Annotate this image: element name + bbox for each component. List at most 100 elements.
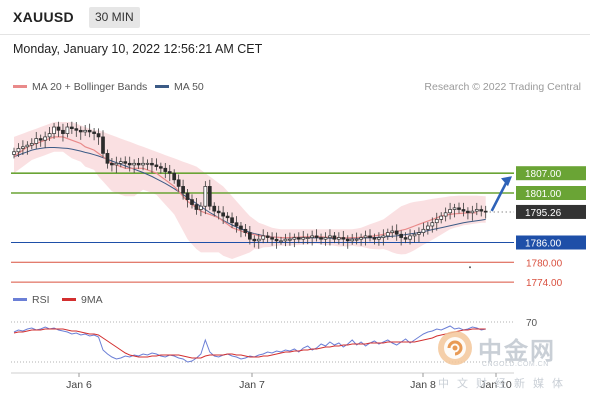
candle	[74, 122, 79, 137]
candle-body	[78, 129, 83, 133]
x-tick-label: Jan 10	[480, 379, 512, 391]
candle-body	[265, 235, 270, 238]
candle-body	[110, 162, 114, 166]
candle	[332, 231, 337, 244]
candle	[256, 233, 261, 249]
legend-ma50: MA 50	[155, 81, 204, 93]
candle	[399, 230, 403, 246]
level-label-1795.26: 1795.26	[525, 208, 562, 219]
candle-body	[354, 238, 359, 241]
candle-body	[270, 237, 274, 240]
chart-header: XAUUSD 30 MIN	[0, 0, 590, 36]
legend-ma50-label: MA 50	[174, 81, 204, 93]
candle-body	[243, 228, 248, 233]
x-tick-label: Jan 7	[239, 379, 265, 391]
candle-body	[127, 162, 132, 166]
candle-body	[150, 162, 154, 166]
candle	[350, 233, 355, 245]
candle-body	[256, 238, 261, 242]
candle-body	[434, 219, 439, 224]
candle	[181, 179, 185, 200]
level-tag-1786.00	[516, 235, 586, 250]
candle	[234, 216, 239, 233]
level-label-1780.00: 1780.00	[526, 258, 563, 269]
legend-ma20: MA 20 + Bollinger Bands	[13, 81, 147, 93]
candle-body	[426, 225, 430, 230]
candle	[439, 212, 444, 224]
candle-body	[21, 146, 25, 149]
candle	[101, 130, 105, 158]
candle	[56, 121, 61, 137]
candle	[194, 197, 199, 215]
legend-9ma: 9MA	[62, 294, 103, 306]
candle-body	[225, 215, 230, 219]
candle-body	[216, 210, 221, 214]
watermark-logo-icon	[438, 331, 472, 365]
candle-body	[172, 172, 177, 181]
candle	[110, 158, 114, 172]
candle	[412, 230, 417, 243]
candle	[159, 162, 163, 174]
candle-body	[123, 161, 128, 164]
candle-body	[234, 222, 239, 227]
timeframe-button[interactable]: 30 MIN	[89, 7, 140, 28]
research-credit: Research © 2022 Trading Central	[424, 81, 581, 93]
candle-body	[61, 129, 65, 134]
candle-body	[212, 205, 217, 212]
candle	[167, 164, 172, 182]
candle	[474, 202, 479, 216]
candle-body	[479, 209, 484, 212]
candle	[163, 162, 168, 179]
legend-rsi: RSI	[13, 294, 50, 306]
candle	[105, 149, 110, 169]
candle-body	[372, 237, 377, 240]
candle-body	[12, 151, 16, 155]
chart-datetime: Monday, January 10, 2022 12:56:21 AM CET	[13, 42, 263, 56]
candle	[408, 229, 412, 245]
level-label-1801.00: 1801.00	[525, 189, 562, 200]
candle	[301, 230, 306, 245]
candle	[47, 127, 52, 141]
x-tick-label: Jan 6	[66, 379, 92, 391]
candle	[328, 229, 332, 246]
candle	[483, 205, 488, 219]
candle-body	[203, 186, 208, 207]
candle	[154, 158, 159, 171]
candle	[288, 232, 292, 246]
legend-9ma-swatch	[62, 297, 76, 301]
candle-body	[368, 235, 372, 238]
candle-body	[381, 235, 386, 238]
candle	[96, 128, 101, 145]
candle	[43, 131, 48, 149]
candle	[123, 156, 128, 169]
candle	[225, 212, 230, 222]
candle-body	[248, 232, 252, 240]
candle	[314, 229, 319, 242]
level-label-1774.00: 1774.00	[526, 278, 563, 289]
candle	[363, 230, 368, 246]
candle-body	[474, 209, 479, 212]
candle	[261, 229, 266, 244]
level-tag-1801.00	[516, 186, 586, 200]
candle	[221, 206, 225, 225]
candle-body	[132, 162, 136, 166]
candle	[296, 232, 301, 244]
candle-body	[16, 148, 21, 153]
candle	[310, 230, 314, 246]
candle-body	[163, 167, 168, 172]
candle	[25, 141, 30, 155]
candle-body	[25, 144, 30, 148]
candle	[305, 233, 310, 245]
small-dot	[469, 266, 471, 269]
candle-body	[52, 126, 56, 134]
candle	[417, 227, 421, 243]
candle-body	[288, 238, 292, 241]
candle	[132, 159, 136, 173]
candle	[176, 174, 181, 192]
candle-body	[43, 136, 48, 141]
candle	[114, 156, 119, 173]
candle	[230, 212, 234, 228]
candle	[12, 147, 16, 159]
candle	[377, 232, 381, 246]
candle-body	[296, 237, 301, 240]
